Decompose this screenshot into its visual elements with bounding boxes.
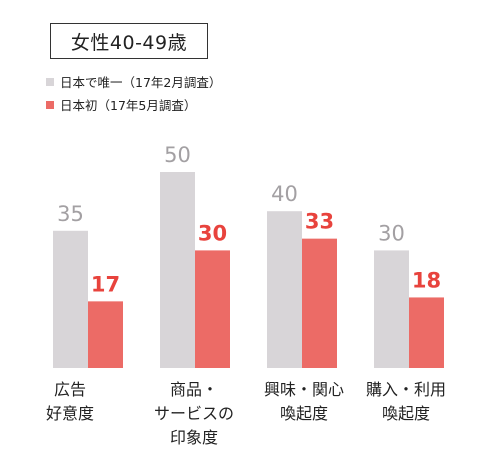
- data-label-series-b-0: 17: [91, 272, 120, 296]
- legend-item-series-b: 日本初（17年5月調査）: [46, 95, 196, 114]
- data-label-series-b-3: 18: [412, 268, 441, 292]
- category-label-interest: 興味・関心 喚起度: [263, 380, 344, 423]
- bar-series-b-2: [302, 238, 337, 368]
- bar-series-a-0: [53, 230, 88, 368]
- bar-series-b-3: [409, 297, 444, 368]
- bar-series-a-1: [160, 172, 195, 368]
- legend-swatch-series-b: [46, 100, 54, 109]
- legend-swatch-series-a: [46, 77, 54, 86]
- data-label-series-a-1: 50: [164, 143, 191, 167]
- category-label-product-impression: 商品・ サービスの 印象度: [153, 380, 234, 447]
- data-label-series-b-1: 30: [198, 221, 227, 245]
- data-label-series-b-2: 33: [305, 210, 334, 234]
- data-label-series-a-3: 30: [378, 221, 405, 245]
- bar-series-b-1: [195, 250, 230, 368]
- legend-label-series-b: 日本初（17年5月調査）: [60, 98, 197, 113]
- category-label-purchase: 購入・利用 喚起度: [365, 380, 446, 423]
- data-label-series-a-2: 40: [271, 182, 298, 206]
- bar-series-a-2: [267, 211, 302, 368]
- chart-title: 女性40-49歳: [50, 23, 208, 59]
- legend-label-series-a: 日本で唯一（17年2月調査）: [60, 75, 222, 90]
- bar-series-a-3: [374, 250, 409, 368]
- category-label-ad-favorability: 広告 好意度: [45, 380, 94, 423]
- data-label-series-a-0: 35: [57, 202, 84, 226]
- bar-series-b-0: [88, 301, 123, 368]
- legend-item-series-a: 日本で唯一（17年2月調査）: [46, 72, 221, 91]
